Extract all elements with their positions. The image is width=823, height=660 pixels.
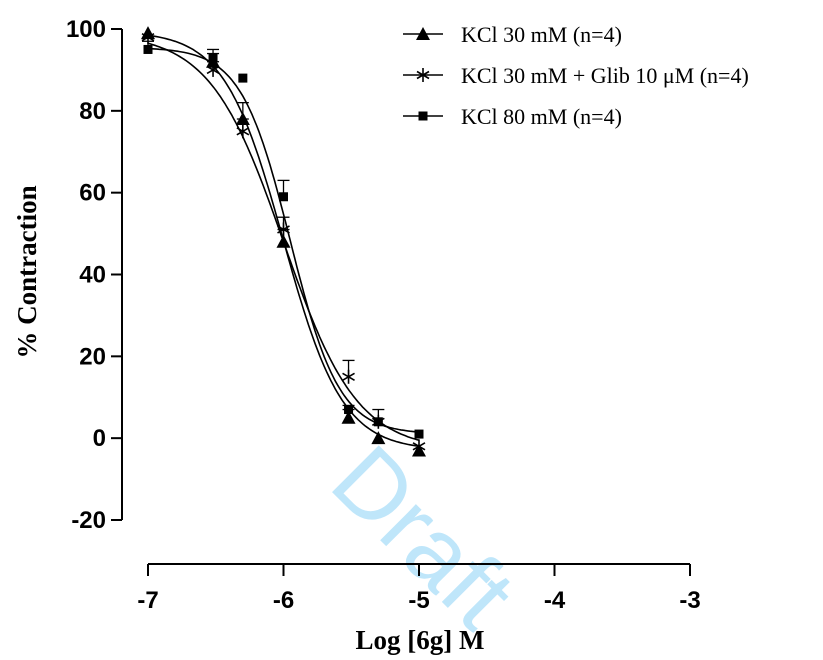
y-tick-label: 20 xyxy=(79,343,106,370)
x-tick-label: -5 xyxy=(408,587,429,614)
fit-curve xyxy=(147,47,420,433)
square-marker xyxy=(414,429,424,439)
y-tick-label: 100 xyxy=(66,16,106,43)
triangle-marker xyxy=(371,431,386,445)
legend-entry: KCl 30 mM + Glib 10 μM (n=4) xyxy=(403,63,749,88)
legend-entry: KCl 30 mM (n=4) xyxy=(403,22,622,47)
asterisk-marker xyxy=(236,124,250,139)
legend: KCl 30 mM (n=4) KCl 30 mM + Glib 10 μM (n… xyxy=(403,22,749,129)
asterisk-marker xyxy=(412,439,426,454)
square-marker xyxy=(238,73,248,83)
legend-entry: KCl 80 mM (n=4) xyxy=(403,104,622,129)
square-marker xyxy=(373,417,383,427)
y-axis-title: % Contraction xyxy=(12,185,42,358)
x-tick-label: -4 xyxy=(544,587,566,614)
x-axis-title: Log [6g] M xyxy=(356,625,485,655)
y-tick-label: 0 xyxy=(93,425,106,452)
x-tick-label: -7 xyxy=(137,587,158,614)
asterisk-marker xyxy=(277,222,290,237)
triangle-marker xyxy=(341,410,356,424)
data-points xyxy=(141,26,426,457)
legend-label: KCl 30 mM (n=4) xyxy=(461,22,622,47)
asterisk-marker xyxy=(416,68,430,82)
square-marker xyxy=(418,111,428,121)
x-tick-label: -3 xyxy=(679,587,700,614)
square-marker xyxy=(344,405,354,415)
asterisk-marker xyxy=(342,369,355,384)
y-tick-label: 40 xyxy=(79,262,106,289)
square-marker xyxy=(279,192,288,202)
legend-label: KCl 30 mM + Glib 10 μM (n=4) xyxy=(461,63,749,88)
triangle-marker xyxy=(276,234,291,248)
axes: -20 0 20 40 60 80 100 -7 -6 -5 -4 -3 xyxy=(66,16,701,614)
asterisk-marker xyxy=(206,62,220,77)
y-tick-label: -20 xyxy=(71,507,106,534)
y-tick-label: 80 xyxy=(79,98,106,125)
y-tick-label: 60 xyxy=(79,180,106,207)
legend-label: KCl 80 mM (n=4) xyxy=(461,104,622,129)
watermark-text: Draft xyxy=(312,426,535,649)
triangle-marker xyxy=(416,27,430,40)
x-tick-label: -6 xyxy=(273,587,294,614)
square-marker xyxy=(143,44,153,54)
square-marker xyxy=(208,53,218,63)
